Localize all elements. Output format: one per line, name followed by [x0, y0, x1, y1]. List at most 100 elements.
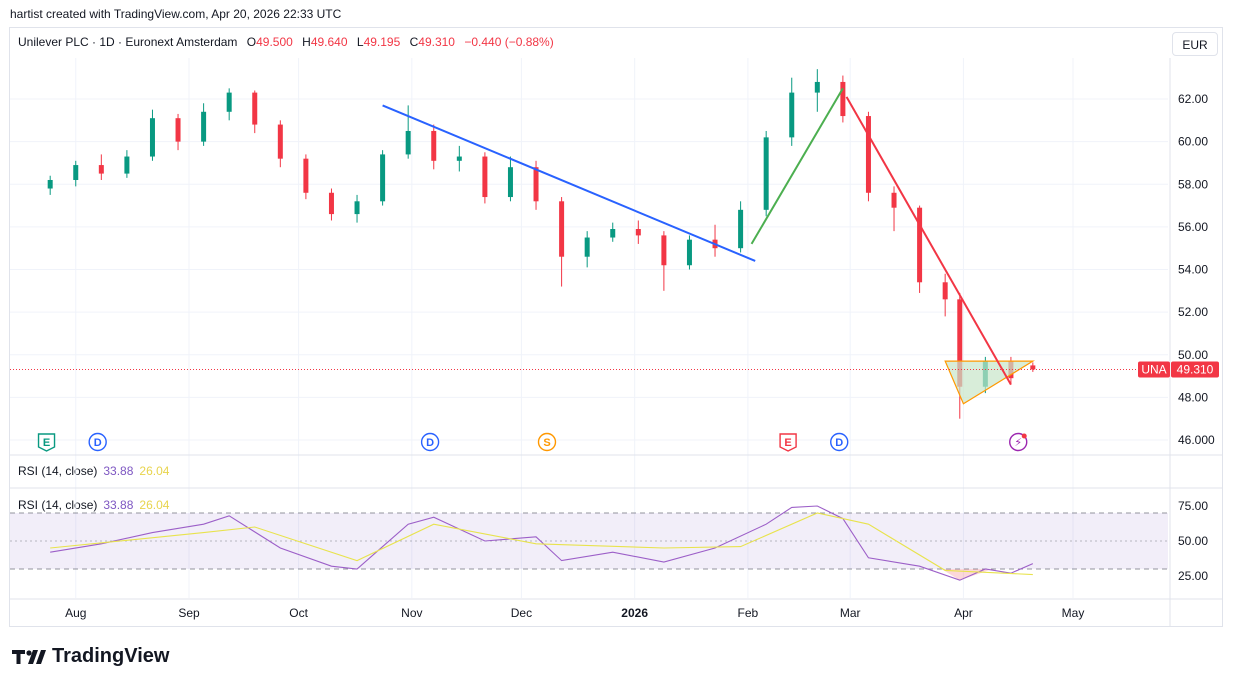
downtrend-line-blue[interactable]	[382, 104, 756, 262]
rsi-tick-label: 50.00	[1178, 534, 1208, 548]
candle-body[interactable]	[405, 130, 411, 155]
price-tick-label: 60.00	[1178, 135, 1208, 149]
candle-body[interactable]	[380, 154, 386, 202]
candle-body[interactable]	[559, 201, 565, 257]
rsi-legend-value: 33.88	[103, 498, 134, 512]
event-marker-earnings[interactable]: E	[37, 433, 56, 452]
event-marker-letter: D	[94, 437, 102, 449]
candle-body[interactable]	[789, 92, 795, 138]
price-tick-label: 46.000	[1178, 433, 1215, 447]
candle-body[interactable]	[610, 229, 616, 238]
candle-body[interactable]	[431, 130, 437, 161]
high-value: 49.640	[310, 35, 348, 49]
split-icon	[537, 432, 557, 452]
candle-body[interactable]	[507, 167, 513, 198]
downtrend-line-red[interactable]	[845, 96, 1012, 386]
close-label: C	[409, 35, 419, 49]
candle-body[interactable]	[354, 201, 360, 215]
notification-dot	[1021, 433, 1027, 439]
candle-body[interactable]	[175, 118, 181, 142]
candle-body[interactable]	[865, 116, 871, 193]
chart-credit: hartist created with TradingView.com, Ap…	[10, 7, 342, 21]
dividend-icon	[830, 432, 849, 452]
rsi-legend-label: RSI (14, close)	[18, 498, 98, 512]
tradingview-logo[interactable]: TradingView	[12, 645, 169, 668]
candle-body[interactable]	[456, 156, 462, 161]
rsi-legend[interactable]: RSI (14, close) 33.88 26.04	[18, 498, 169, 512]
open-value: 49.500	[256, 35, 293, 49]
candle-body[interactable]	[482, 156, 488, 198]
candle-body[interactable]	[226, 92, 232, 112]
price-tick-label: 62.00	[1178, 92, 1208, 106]
candle-body[interactable]	[891, 192, 897, 208]
rsi-tick-label: 75.00	[1178, 499, 1208, 513]
last-price-tag-bg	[1171, 361, 1219, 378]
time-tick-label: Apr	[954, 606, 973, 620]
dividend-icon	[420, 432, 440, 452]
price-tick-label: 58.00	[1178, 177, 1208, 191]
event-marker-upcoming[interactable]: ⚡	[1009, 432, 1028, 452]
candle-body[interactable]	[661, 235, 667, 266]
time-tick-label: Nov	[401, 606, 422, 620]
low-label: L	[356, 35, 364, 49]
tradingview-logo-icon	[12, 649, 46, 664]
price-tick-label: 48.00	[1178, 390, 1208, 404]
candle-body[interactable]	[252, 92, 258, 125]
last-price-tag: 49.310	[1177, 362, 1214, 376]
change-value: −0.440 (−0.88%)	[464, 35, 554, 49]
candle-body[interactable]	[149, 118, 155, 157]
time-tick-label: Dec	[511, 606, 532, 620]
candle-body[interactable]	[957, 299, 963, 387]
candle-body[interactable]	[840, 81, 846, 117]
event-marker-dividend[interactable]: D	[830, 432, 849, 452]
candle-body[interactable]	[47, 179, 53, 189]
earnings-icon	[779, 433, 797, 452]
candle-body[interactable]	[201, 111, 207, 142]
event-marker-letter: E	[43, 437, 50, 449]
price-tick-label: 56.00	[1178, 220, 1208, 234]
time-tick-label: Aug	[65, 606, 86, 620]
currency-selector[interactable]: EUR	[1172, 32, 1218, 56]
candle-body[interactable]	[303, 158, 309, 193]
event-marker-dividend[interactable]: D	[420, 432, 440, 452]
candle-body[interactable]	[814, 81, 820, 93]
price-tick-label: 50.00	[1178, 348, 1208, 362]
candle-body[interactable]	[1030, 365, 1036, 370]
event-marker-letter: D	[835, 437, 843, 449]
rsi-band-background	[10, 513, 1168, 569]
candle-body[interactable]	[124, 156, 130, 174]
candle-body[interactable]	[73, 165, 79, 180]
rsi-legend-collapsed[interactable]: RSI (14, close) 33.88 26.04	[18, 464, 169, 478]
rsi-line	[50, 505, 1034, 581]
time-tick-label: Mar	[840, 606, 861, 620]
ticker-tag: UNA	[1141, 362, 1166, 376]
tradingview-wordmark: TradingView	[52, 645, 170, 667]
candle-body[interactable]	[635, 229, 641, 236]
price-tick-label: 54.00	[1178, 263, 1208, 277]
candle-body[interactable]	[98, 165, 104, 174]
event-marker-dividend[interactable]: D	[88, 432, 107, 452]
candle-body[interactable]	[917, 207, 923, 283]
candle-body[interactable]	[277, 124, 283, 159]
time-tick-label: May	[1062, 606, 1085, 620]
symbol-title[interactable]: Unilever PLC · 1D · Euronext Amsterdam	[18, 35, 238, 49]
candle-body[interactable]	[738, 209, 744, 249]
candle-body[interactable]	[584, 237, 590, 257]
price-tick-label: 52.00	[1178, 305, 1208, 319]
chart-frame	[9, 27, 1223, 627]
candle-body[interactable]	[763, 137, 769, 210]
close-value: 49.310	[418, 35, 455, 49]
candle-body[interactable]	[686, 239, 692, 266]
candle-body[interactable]	[533, 167, 539, 202]
event-marker-split[interactable]: S	[537, 432, 557, 452]
candle-body[interactable]	[942, 282, 948, 300]
candle-body[interactable]	[328, 192, 334, 215]
rsi-ma-line	[50, 512, 1033, 576]
uptrend-line-green[interactable]	[750, 87, 844, 245]
event-marker-earnings[interactable]: E	[779, 433, 797, 452]
low-value: 49.195	[363, 35, 401, 49]
rsi-legend-ma-value: 26.04	[139, 498, 170, 512]
open-label: O	[246, 35, 257, 49]
triangle-pattern[interactable]	[944, 360, 1035, 405]
